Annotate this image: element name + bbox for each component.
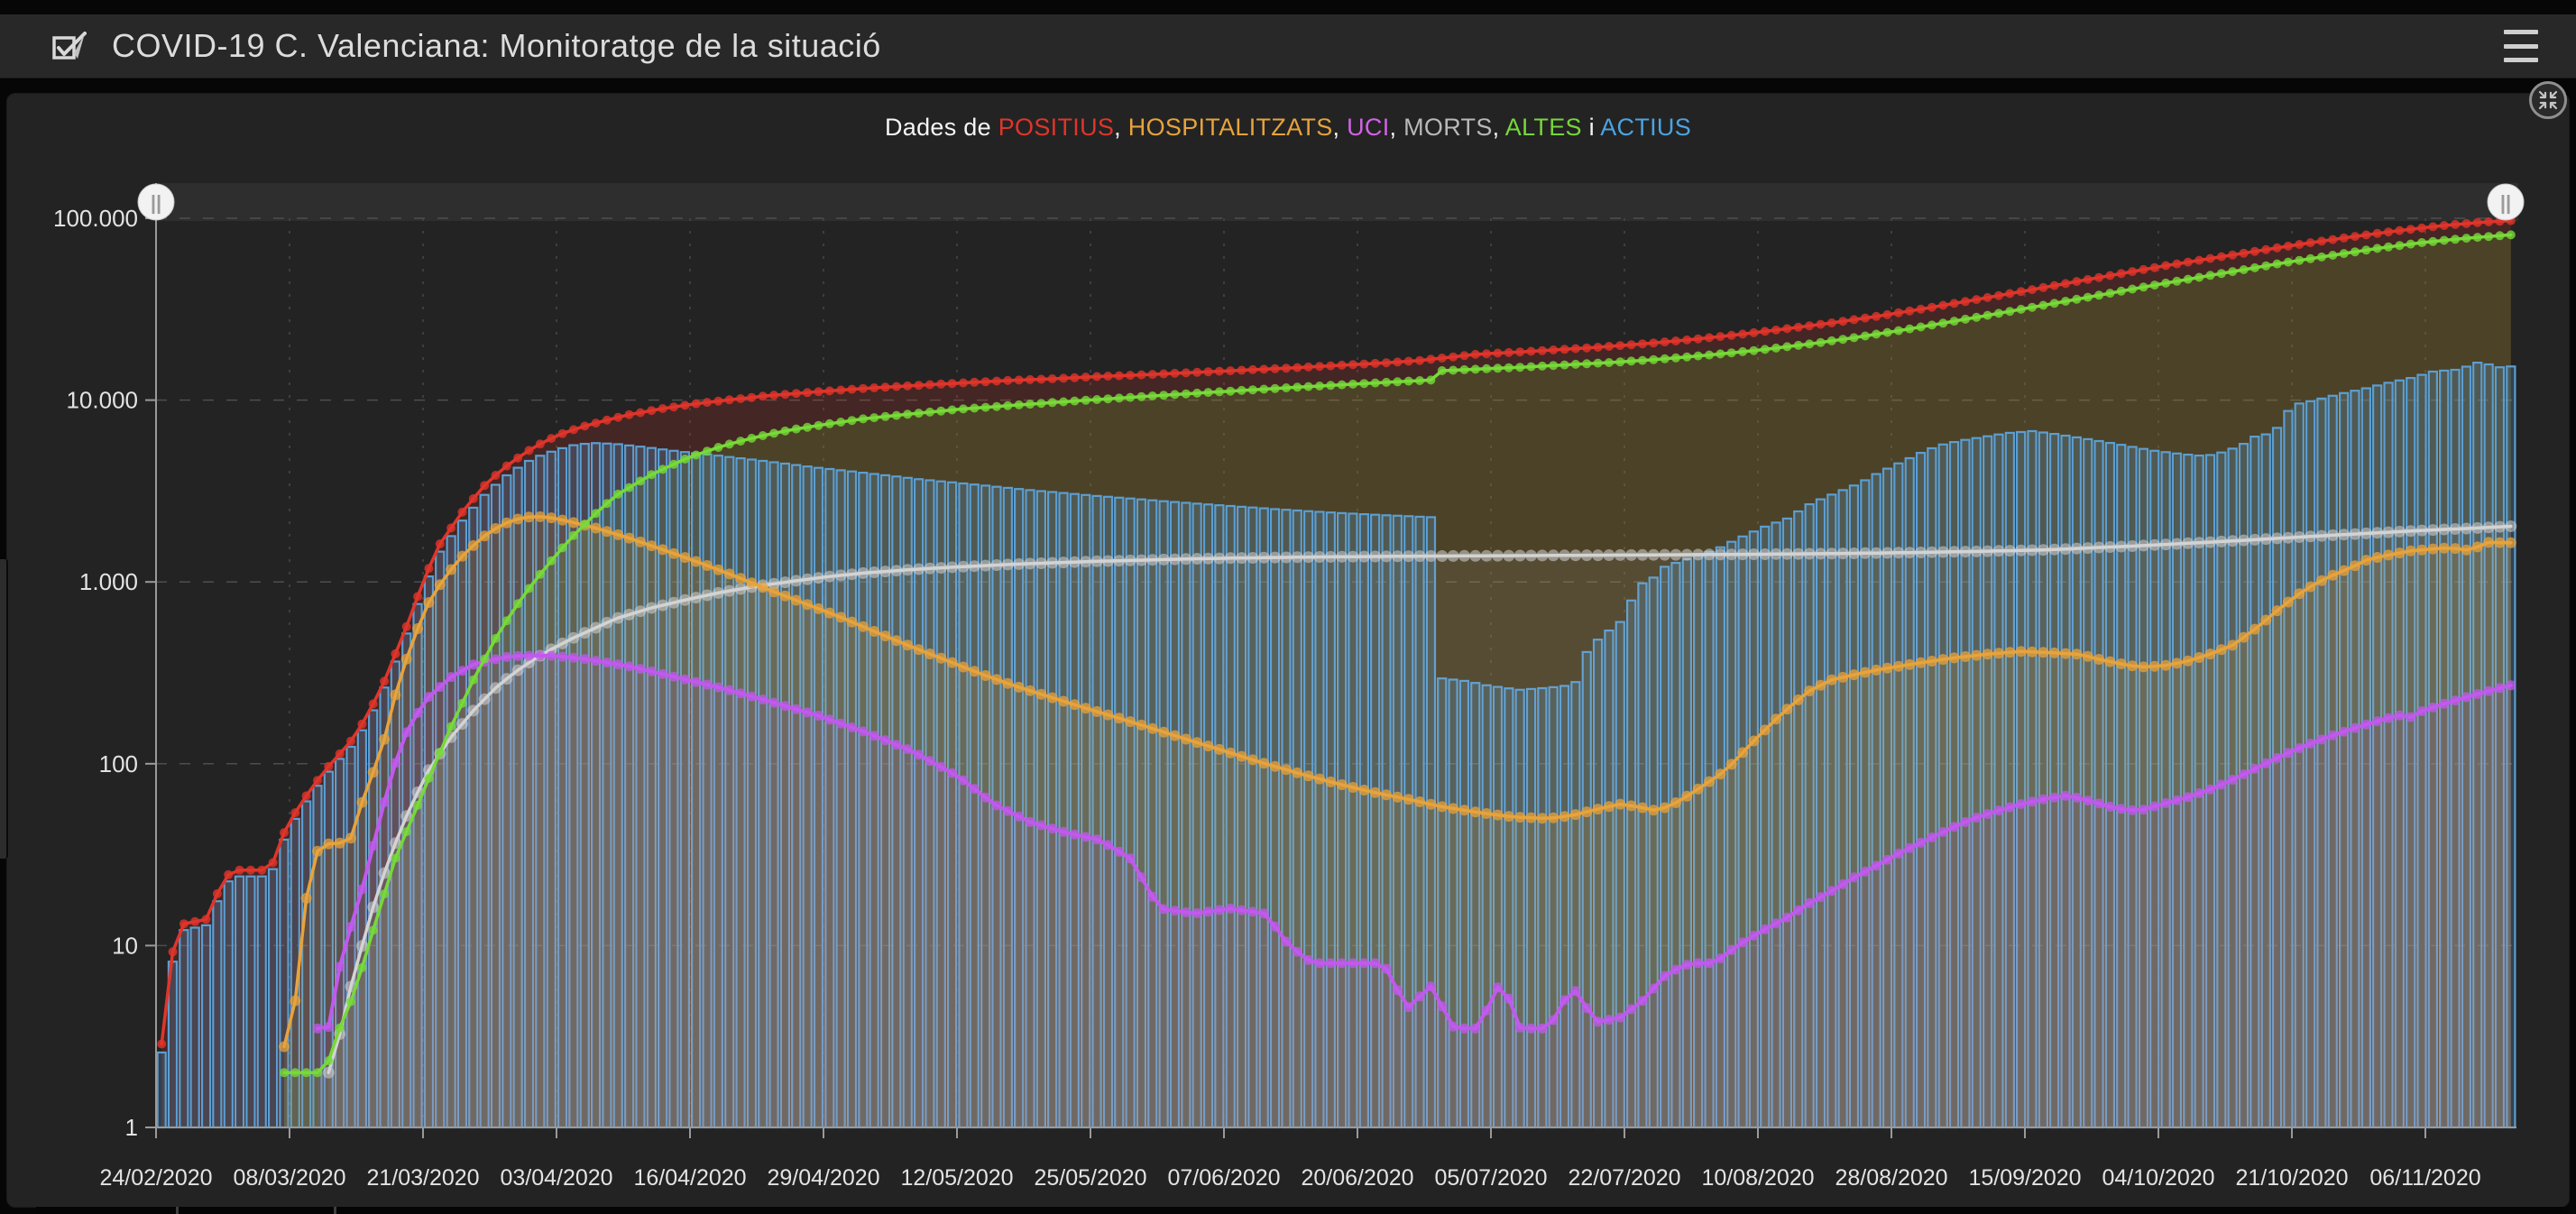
x-tick-label: 22/07/2020 (1568, 1165, 1680, 1191)
side-drawer-edge (0, 559, 8, 859)
legend-intro: Dades de (884, 114, 998, 141)
legend-sep3: , (1389, 114, 1404, 141)
x-tick-label: 15/09/2020 (1968, 1165, 2081, 1191)
app-header: COVID-19 C. Valenciana: Monitoratge de l… (0, 14, 2576, 78)
x-tick-label: 05/07/2020 (1434, 1165, 1547, 1191)
y-tick-label: 100 (99, 750, 138, 777)
y-tick-label: 1.000 (79, 568, 138, 595)
legend-uci: UCI (1347, 114, 1390, 141)
x-tick-label: 04/10/2020 (2102, 1165, 2214, 1191)
collapse-panel-icon[interactable] (2529, 81, 2567, 119)
y-tick-label: 100.000 (53, 205, 138, 232)
page-title: COVID-19 C. Valenciana: Monitoratge de l… (112, 27, 881, 64)
y-tick-label: 1 (125, 1114, 138, 1141)
table-column-separator (334, 1207, 336, 1214)
x-tick-label: 28/08/2020 (1835, 1165, 1947, 1191)
x-tick-label: 21/10/2020 (2235, 1165, 2348, 1191)
y-tick-label: 10 (112, 932, 138, 959)
covid-log-chart[interactable]: 100.000 10.000 1.000 100 10 1 24/02/2020 08/03/… (7, 94, 2569, 1207)
legend-positius: POSITIUS (998, 114, 1115, 141)
x-tick-label: 07/06/2020 (1167, 1165, 1280, 1191)
chart-panel: Dades de POSITIUS, HOSPITALITZATS, UCI, … (7, 94, 2569, 1207)
legend-sep2: , (1332, 114, 1348, 141)
axes: 100.000 10.000 1.000 100 10 1 24/02/2020 08/03/… (53, 183, 2516, 1191)
x-tick-label: 12/05/2020 (900, 1165, 1013, 1191)
series-uci (312, 650, 2516, 1034)
legend-sep5: i (1581, 114, 1601, 141)
x-tick-label: 24/02/2020 (99, 1165, 212, 1191)
legend-morts: MORTS (1403, 114, 1493, 141)
y-tick-label: 10.000 (66, 387, 138, 414)
range-handle-left[interactable]: || (137, 183, 175, 221)
legend-altes: ALTES (1504, 114, 1582, 141)
x-tick-label: 21/03/2020 (366, 1165, 479, 1191)
grip-icon: || (151, 191, 161, 214)
series-altes (280, 230, 2516, 1078)
app-logo-icon (52, 32, 87, 60)
area-fills-behind (161, 220, 2511, 1128)
bottom-table-top-edge (36, 1207, 2567, 1214)
range-slider-track[interactable] (153, 183, 2518, 221)
series-morts (322, 520, 2517, 1079)
hamburger-menu-icon[interactable] (2504, 30, 2538, 62)
legend-actius: ACTIUS (1600, 114, 1692, 141)
legend-sep1: , (1114, 114, 1128, 141)
chart-subtitle: Dades de POSITIUS, HOSPITALITZATS, UCI, … (7, 114, 2569, 142)
grip-icon: || (2500, 191, 2511, 214)
x-tick-label: 08/03/2020 (233, 1165, 345, 1191)
range-handle-right[interactable]: || (2487, 183, 2525, 221)
x-tick-label: 29/04/2020 (767, 1165, 879, 1191)
legend-hospitalitzats: HOSPITALITZATS (1127, 114, 1333, 141)
x-tick-label: 03/04/2020 (500, 1165, 612, 1191)
x-tick-label: 16/04/2020 (633, 1165, 746, 1191)
x-tick-label: 25/05/2020 (1034, 1165, 1146, 1191)
x-tick-label: 10/08/2020 (1701, 1165, 1814, 1191)
x-tick-label: 06/11/2020 (2369, 1165, 2480, 1191)
table-column-separator (176, 1207, 179, 1214)
series-positius (157, 216, 2516, 1049)
x-tick-label: 20/06/2020 (1301, 1165, 1413, 1191)
area-fills-front (284, 516, 2511, 1127)
legend-sep4: , (1492, 114, 1505, 141)
series-hospitalitzats (279, 510, 2516, 1053)
